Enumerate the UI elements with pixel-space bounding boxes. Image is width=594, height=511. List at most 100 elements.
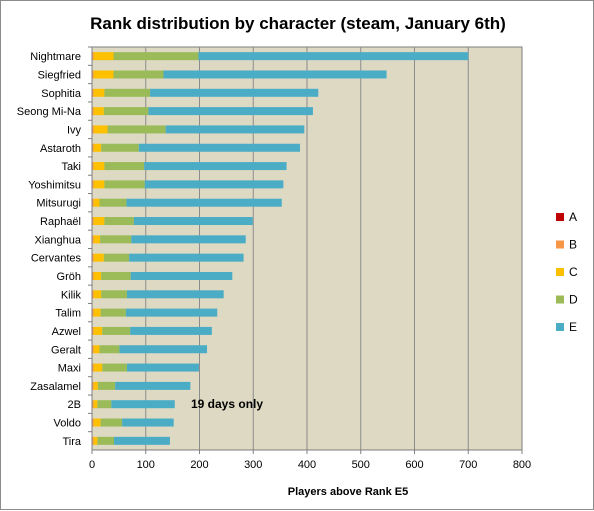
bar-segment-b bbox=[92, 70, 94, 79]
category-label: Raphaël bbox=[40, 216, 81, 228]
x-tick-label: 600 bbox=[405, 459, 423, 471]
category-label: Geralt bbox=[51, 344, 81, 356]
bar-segment-e bbox=[198, 52, 469, 61]
category-label: Maxi bbox=[58, 363, 81, 375]
x-tick-label: 400 bbox=[298, 459, 316, 471]
bar-segment-d bbox=[113, 70, 164, 79]
bar-segment-b bbox=[92, 180, 94, 189]
bar-segment-b bbox=[92, 290, 94, 299]
legend-swatch-c bbox=[556, 268, 564, 276]
bar-segment-c bbox=[93, 253, 104, 262]
category-label: Nightmare bbox=[30, 51, 81, 63]
bar-segment-b bbox=[92, 381, 94, 390]
bar-segment-c bbox=[93, 326, 103, 335]
bar-segment-b bbox=[92, 88, 94, 97]
bar-segment-b bbox=[92, 345, 94, 354]
bar-segment-e bbox=[130, 326, 212, 335]
bar-segment-c bbox=[93, 235, 101, 244]
legend-label-b: B bbox=[569, 238, 577, 252]
legend-label-c: C bbox=[569, 265, 578, 279]
bar-segment-d bbox=[101, 271, 131, 280]
bar-segment-c bbox=[93, 217, 105, 226]
bar-segment-c bbox=[93, 143, 102, 152]
bar-segment-e bbox=[111, 400, 175, 409]
x-tick-label: 300 bbox=[244, 459, 262, 471]
x-tick-label: 800 bbox=[513, 459, 531, 471]
bar-segment-e bbox=[122, 418, 174, 427]
bar-segment-b bbox=[92, 326, 94, 335]
bar-segment-c bbox=[93, 70, 114, 79]
bar-segment-b bbox=[92, 107, 94, 116]
x-tick-label: 700 bbox=[459, 459, 477, 471]
legend-swatch-b bbox=[556, 240, 564, 249]
category-label: Azwel bbox=[52, 326, 81, 338]
category-label: Yoshimitsu bbox=[28, 179, 81, 191]
bar-segment-e bbox=[130, 271, 233, 280]
x-tick-label: 200 bbox=[190, 459, 208, 471]
bar-segment-c bbox=[93, 88, 105, 97]
bar-segment-c bbox=[93, 400, 98, 409]
category-label: Zasalamel bbox=[30, 381, 81, 393]
bar-segment-d bbox=[97, 381, 116, 390]
bar-segment-d bbox=[104, 88, 151, 97]
category-label: Siegfried bbox=[38, 69, 81, 81]
legend-swatch-e bbox=[556, 323, 564, 331]
bar-segment-c bbox=[93, 418, 101, 427]
bar-segment-d bbox=[102, 363, 127, 372]
bar-segment-e bbox=[138, 143, 301, 152]
category-label: Tira bbox=[62, 436, 81, 448]
category-labels: Nightmare Siegfried Sophitia Seong Mi-Na Ivy… bbox=[17, 46, 92, 448]
legend-label-e: E bbox=[569, 320, 577, 334]
x-tick-label: 500 bbox=[352, 459, 370, 471]
bar-segment-e bbox=[114, 436, 170, 445]
category-label: Cervantes bbox=[31, 253, 82, 265]
x-tick-label: 100 bbox=[137, 459, 155, 471]
bar-segment-d bbox=[97, 400, 112, 409]
bar-segment-c bbox=[93, 198, 100, 207]
bar-segment-d bbox=[102, 326, 131, 335]
bar-segment-e bbox=[126, 290, 224, 299]
bar-segment-d bbox=[101, 290, 127, 299]
bar-segment-c bbox=[93, 125, 108, 134]
bar-segment-b bbox=[92, 125, 94, 134]
bar-segment-e bbox=[144, 162, 287, 171]
bar-segment-b bbox=[92, 308, 94, 317]
category-label: 2B bbox=[68, 399, 81, 411]
bar-segment-d bbox=[107, 125, 166, 134]
bar-segment-b bbox=[92, 436, 94, 445]
x-axis-label: Players above Rank E5 bbox=[288, 486, 408, 498]
bar-segment-b bbox=[92, 198, 94, 207]
bar-segment-b bbox=[92, 253, 94, 262]
bar-segment-e bbox=[119, 345, 208, 354]
bar-segment-e bbox=[133, 217, 253, 226]
bar-segment-d bbox=[103, 253, 130, 262]
bar-segment-c bbox=[93, 107, 104, 116]
bars bbox=[92, 52, 469, 445]
x-tick-label: 0 bbox=[89, 459, 95, 471]
bar-segment-e bbox=[144, 180, 284, 189]
chart-title: Rank distribution by character (steam, J… bbox=[90, 14, 506, 33]
bar-segment-b bbox=[92, 52, 94, 61]
bar-segment-c bbox=[93, 52, 114, 61]
bar-segment-d bbox=[104, 162, 145, 171]
bar-segment-e bbox=[165, 125, 305, 134]
category-label: Ivy bbox=[67, 124, 82, 136]
x-tick-labels: 0 100 200 300 400 500 600 700 800 bbox=[89, 459, 531, 471]
bar-segment-d bbox=[99, 345, 120, 354]
bar-segment-d bbox=[100, 308, 126, 317]
category-label: Mitsurugi bbox=[36, 198, 81, 210]
category-label: Sophitia bbox=[41, 88, 82, 100]
bar-segment-d bbox=[104, 180, 145, 189]
legend-label-a: A bbox=[569, 210, 577, 224]
legend-swatch-a bbox=[556, 213, 564, 221]
bar-segment-b bbox=[92, 143, 94, 152]
bar-segment-e bbox=[129, 253, 244, 262]
bar-segment-c bbox=[93, 180, 105, 189]
category-label: Talim bbox=[55, 308, 81, 320]
bar-segment-d bbox=[100, 235, 132, 244]
bar-segment-b bbox=[92, 400, 94, 409]
legend-swatch-d bbox=[556, 295, 564, 304]
